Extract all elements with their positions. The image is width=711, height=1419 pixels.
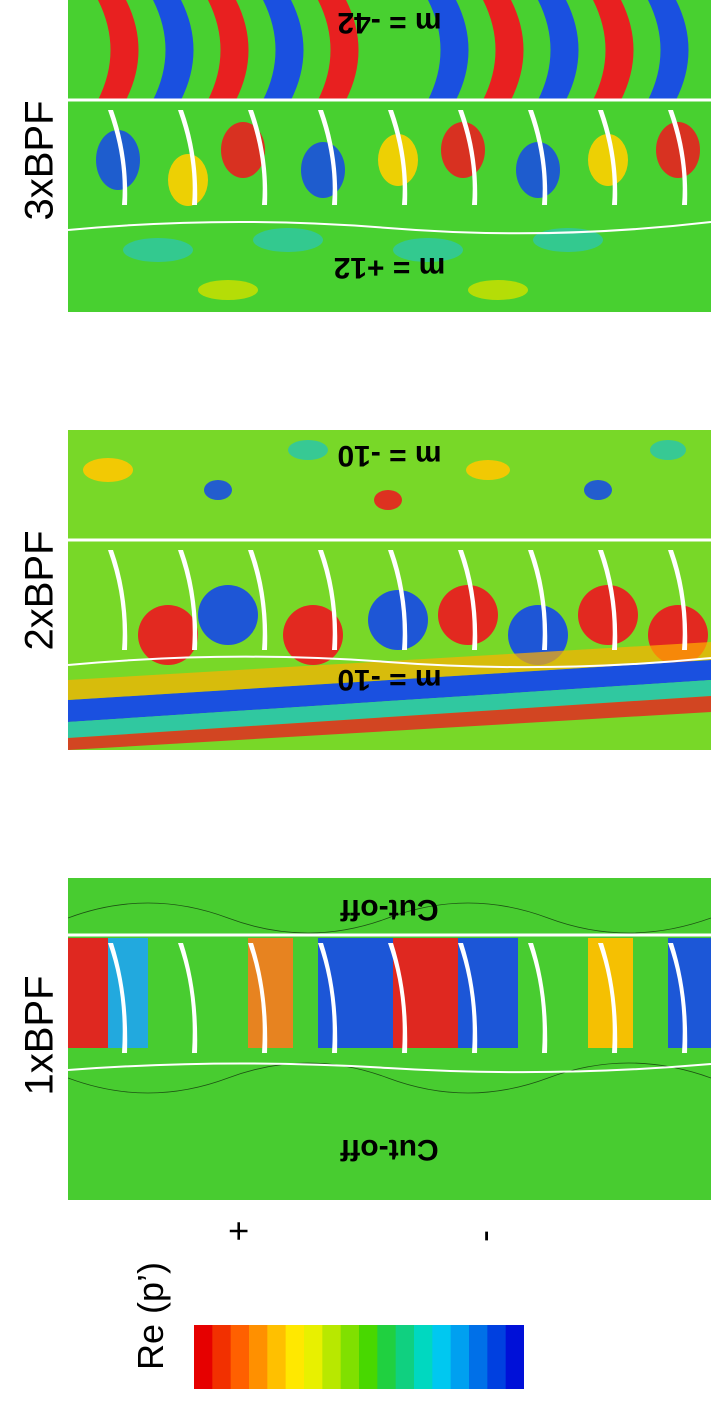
mode-label-bottom-3xbpf: m = +12 [333, 251, 446, 284]
downstream-bands-2xbpf [68, 642, 711, 750]
contour-field-3xbpf [68, 0, 711, 312]
colorbar-swatch [212, 1325, 232, 1389]
colorbar-swatch [267, 1325, 287, 1389]
contour-field-1xbpf [68, 878, 711, 1200]
colorbar-swatch [340, 1325, 360, 1389]
colorbar-legend: Re (p’) + - [0, 1210, 711, 1419]
colorbar-swatch [285, 1325, 305, 1389]
colorbar-plus-label: + [217, 1220, 259, 1242]
colorbar-swatch [322, 1325, 342, 1389]
passage-bands-1xbpf [68, 938, 711, 1048]
colorbar-swatch [249, 1325, 268, 1389]
contour-panel-3xbpf: m = -42 m = +12 [68, 0, 711, 312]
colorbar-swatch [450, 1325, 470, 1389]
colorbar-swatch [230, 1325, 250, 1389]
blades-2xbpf [108, 550, 688, 650]
blades-1xbpf [108, 943, 688, 1053]
colorbar-swatch [505, 1325, 524, 1389]
upstream-stripes-3xbpf [98, 0, 689, 100]
mode-label-top-2xbpf: m = -10 [337, 439, 442, 472]
colorbar-swatch [304, 1325, 323, 1389]
mode-label-bottom-2xbpf: m = -10 [337, 663, 442, 696]
upstream-speckle-2xbpf [83, 440, 686, 510]
downstream-pattern-3xbpf [123, 228, 603, 300]
colorbar-minus-label: - [463, 1230, 504, 1242]
contour-field-2xbpf [68, 430, 711, 750]
blades-3xbpf [108, 110, 688, 205]
colorbar-swatch [469, 1325, 488, 1389]
colorbar-swatch [194, 1325, 213, 1389]
colorbar-swatch [432, 1325, 452, 1389]
colorbar-swatch [487, 1325, 507, 1389]
colorbar-title: Re (p’) [130, 1261, 171, 1370]
mode-label-top-1xbpf: Cut-off [340, 893, 439, 926]
contour-lines-1xbpf [68, 902, 711, 1094]
colorbar-gradient [194, 1325, 524, 1389]
colorbar-swatch [395, 1325, 415, 1389]
contour-panel-2xbpf: m = -10 m = -10 [68, 430, 711, 750]
colorbar-swatch [377, 1325, 397, 1389]
mode-label-top-3xbpf: m = -42 [337, 6, 442, 39]
colorbar-swatch [414, 1325, 433, 1389]
contour-panel-1xbpf: Cut-off Cut-off [68, 878, 711, 1200]
mode-label-bottom-1xbpf: Cut-off [340, 1133, 439, 1166]
colorbar-swatch [359, 1325, 378, 1389]
